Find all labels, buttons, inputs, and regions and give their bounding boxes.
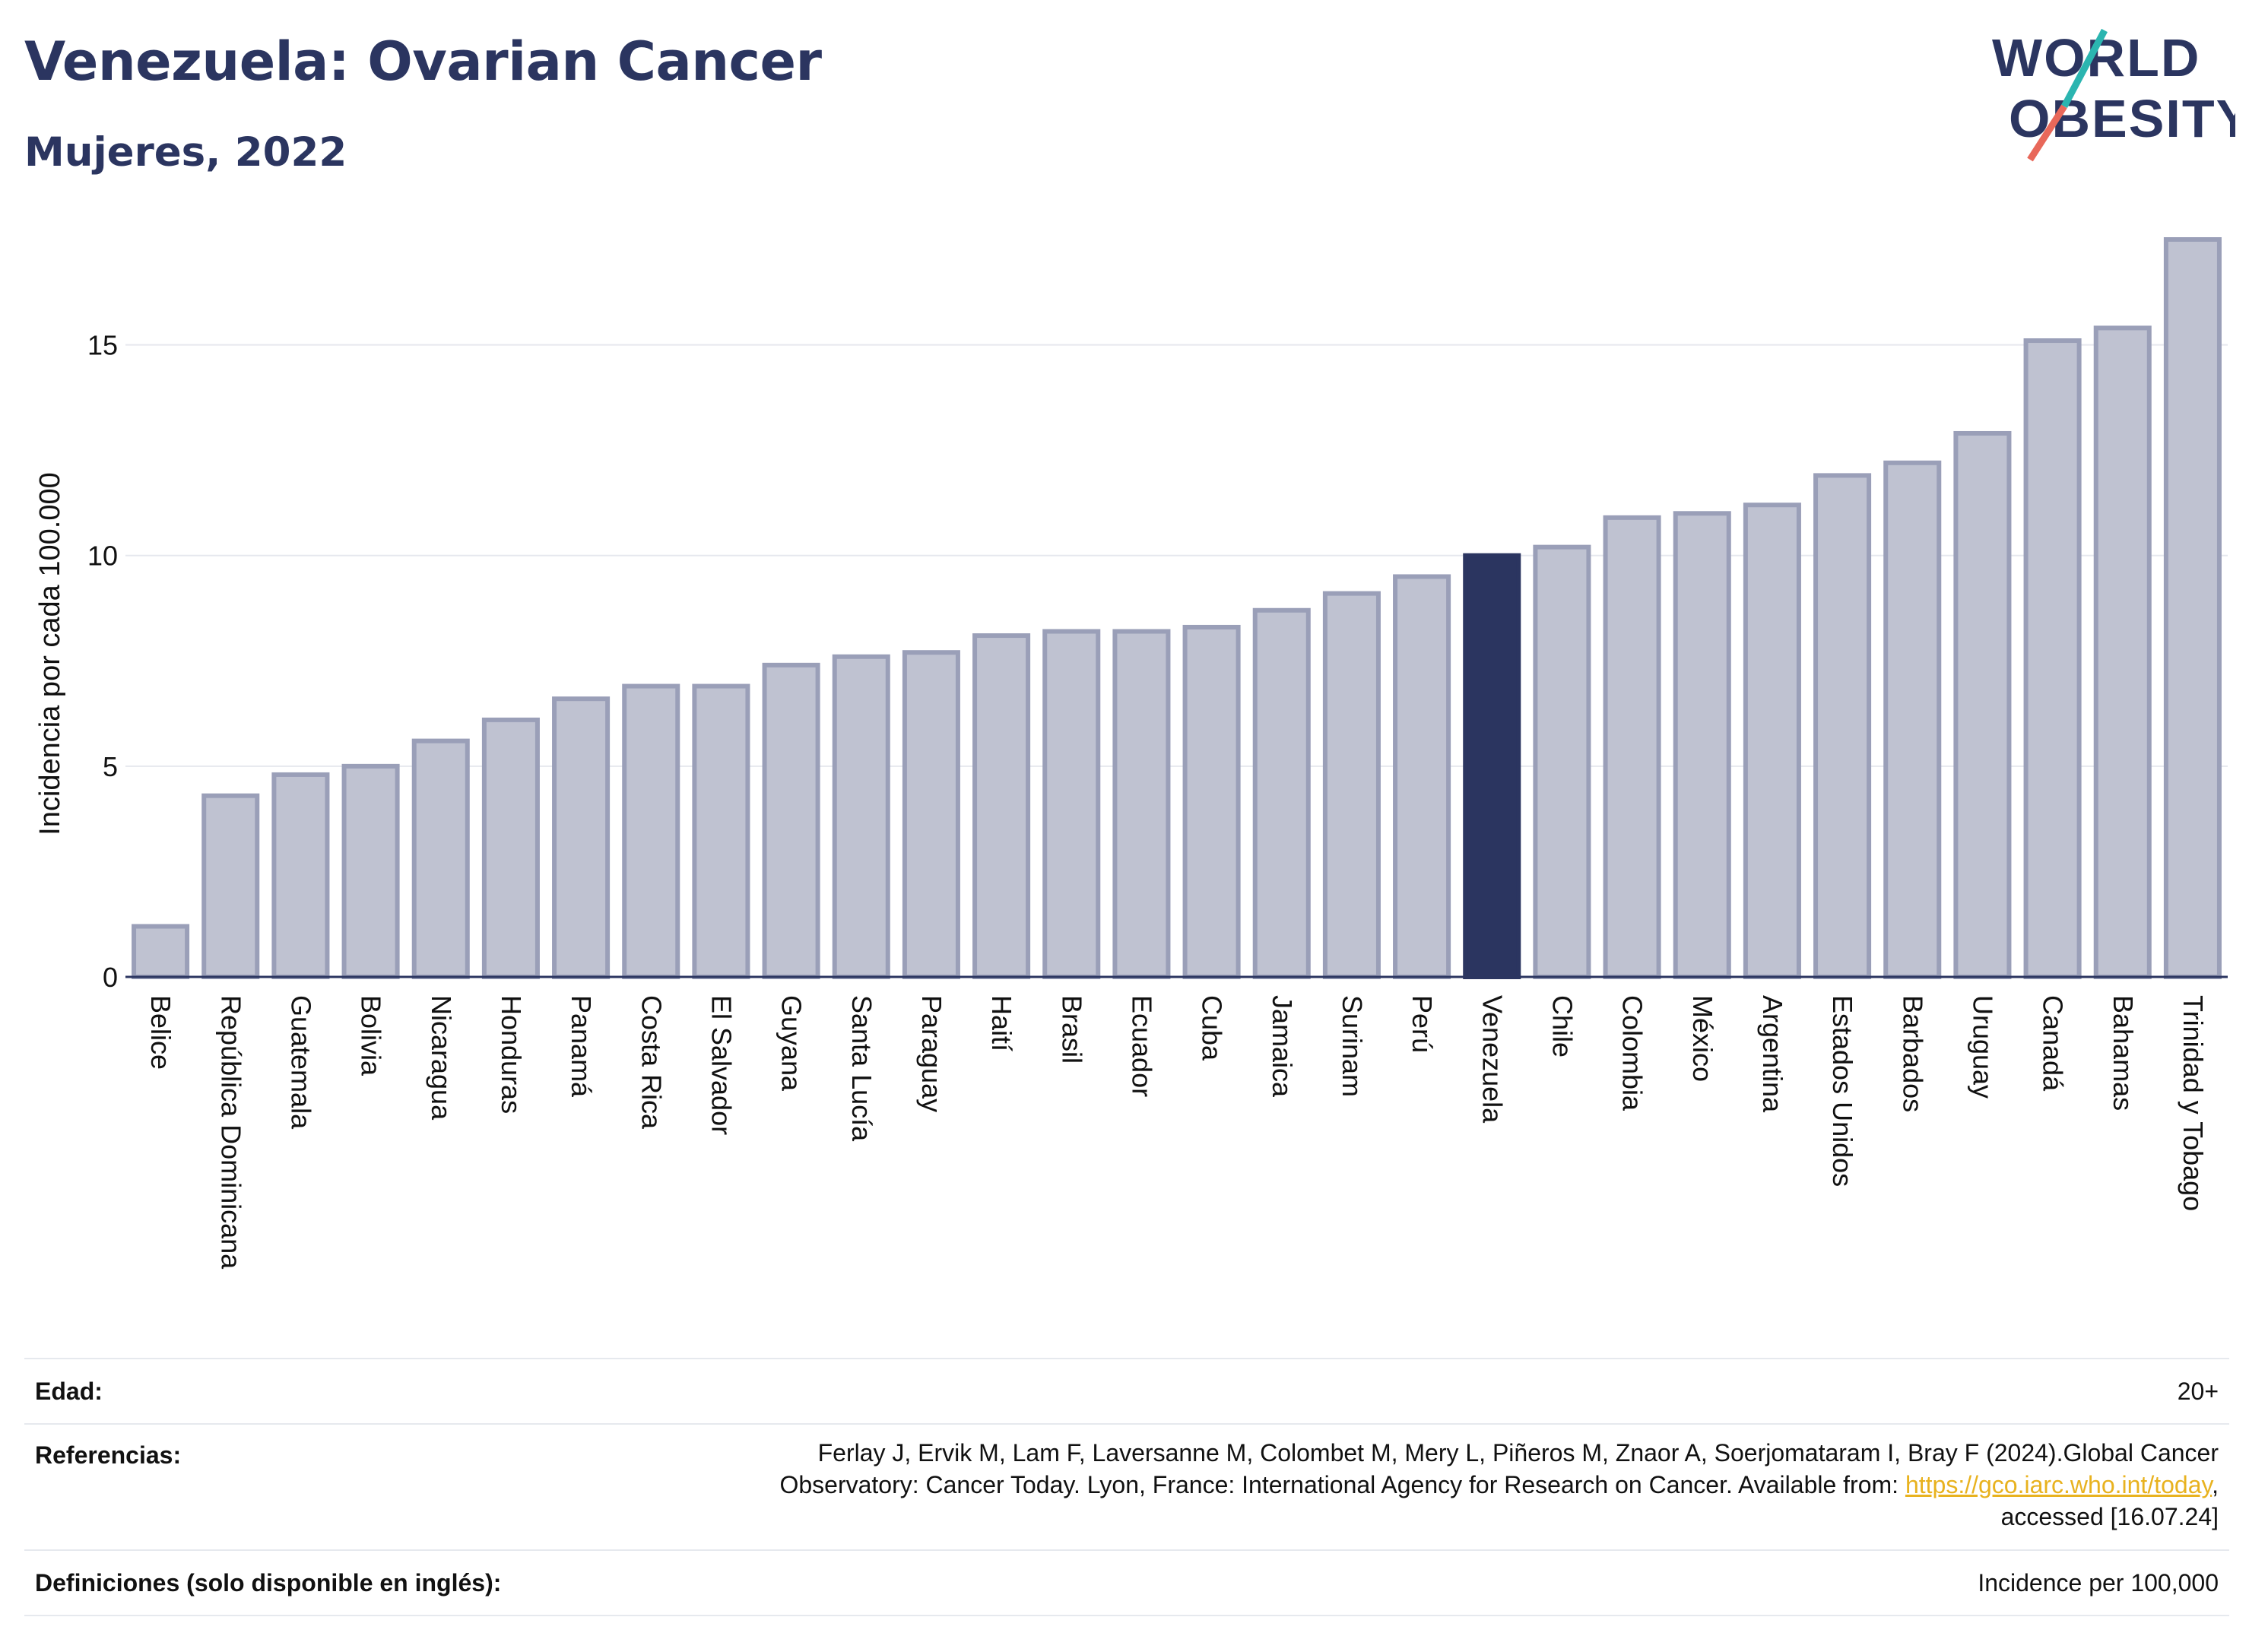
footer-row-age: Edad: 20+	[24, 1358, 2229, 1423]
x-tick-label: Uruguay	[1967, 995, 1998, 1099]
references-line-2: Observatory: Cancer Today. Lyon, France:…	[779, 1471, 1905, 1498]
age-value: 20+	[2177, 1378, 2219, 1405]
bar-bahamas	[2093, 325, 2152, 979]
x-tick-label: Estados Unidos	[1827, 995, 1858, 1187]
x-tick-label: Nicaragua	[426, 995, 457, 1121]
definitions-label: Definiciones (solo disponible en inglés)…	[35, 1568, 502, 1597]
bar-guyana	[762, 662, 820, 979]
x-tick-label: Trinidad y Tobago	[2178, 995, 2209, 1211]
grid-lines	[125, 344, 2228, 767]
bar-belice	[132, 924, 190, 979]
bar-republica-dominicana	[201, 793, 260, 979]
bar-el-salvador	[692, 683, 750, 979]
bar-mexico	[1673, 511, 1731, 979]
x-tick-label: Honduras	[496, 995, 527, 1114]
age-label: Edad:	[35, 1377, 103, 1405]
x-axis-labels: Belice República Dominicana Guatemala Boliv…	[145, 995, 2209, 1270]
bar-santa-lucia	[832, 654, 890, 979]
bar-cuba	[1182, 624, 1241, 979]
bar-honduras	[481, 717, 540, 980]
x-tick-label: Barbados	[1897, 995, 1928, 1112]
x-tick-label: Haití	[986, 995, 1017, 1051]
x-tick-label: Ecuador	[1126, 995, 1157, 1097]
bar-paraguay	[902, 650, 960, 979]
y-tick-label: 10	[87, 541, 118, 572]
bar-nicaragua	[411, 738, 470, 979]
x-tick-label: Colombia	[1617, 995, 1648, 1111]
references-line-1: Ferlay J, Ervik M, Lam F, Laversanne M, …	[817, 1439, 2219, 1467]
x-tick-label: Guyana	[776, 995, 807, 1092]
footer-table: Edad: 20+ Referencias: Ferlay J, Ervik M…	[24, 1358, 2229, 1616]
bar-ecuador	[1112, 629, 1171, 979]
bar-chile	[1533, 544, 1591, 979]
references-link[interactable]: https://gco.iarc.who.int/today	[1905, 1471, 2213, 1498]
x-tick-label: Bahamas	[2108, 995, 2139, 1111]
bar-barbados	[1883, 460, 1942, 979]
bar-colombia	[1603, 515, 1661, 979]
x-tick-label: Bolivia	[356, 995, 387, 1076]
x-tick-label: Canadá	[2038, 995, 2069, 1092]
bar-peru	[1393, 574, 1451, 979]
bar-uruguay	[1953, 430, 2012, 979]
bar-costa-rica	[622, 683, 680, 979]
logo-line-1: WORLD	[1992, 28, 2200, 87]
footer-row-definitions: Definiciones (solo disponible en inglés)…	[24, 1549, 2229, 1616]
y-tick-label: 15	[87, 330, 118, 361]
x-tick-label: Perú	[1407, 995, 1438, 1053]
x-tick-label: Jamaica	[1267, 995, 1298, 1098]
x-tick-label: El Salvador	[706, 995, 737, 1135]
references-text: Ferlay J, Ervik M, Lam F, Laversanne M, …	[779, 1437, 2219, 1549]
x-tick-label: Chile	[1546, 995, 1578, 1057]
world-obesity-logo: WORLD OBESITY	[1992, 28, 2235, 162]
bar-chart: 0 5 10 15 Belice República Dominicana Guatema…	[34, 237, 2228, 1270]
footer-row-references: Referencias: Ferlay J, Ervik M, Lam F, L…	[24, 1423, 2229, 1549]
references-line-3: accessed [16.07.24]	[2000, 1503, 2219, 1530]
bar-canada	[2023, 338, 2082, 979]
bar-brasil	[1042, 629, 1101, 979]
x-tick-label: República Dominicana	[215, 995, 246, 1270]
bar-argentina	[1743, 503, 1801, 979]
bar-bolivia	[341, 763, 400, 979]
bar-surinam	[1322, 591, 1381, 979]
x-tick-label: Venezuela	[1477, 995, 1508, 1124]
bar-haiti	[972, 633, 1031, 979]
y-tick-label: 5	[103, 751, 118, 782]
chart-title: Venezuela: Ovarian Cancer	[24, 30, 822, 93]
references-comma: ,	[2212, 1471, 2219, 1498]
logo-slash-teal-icon	[2061, 28, 2108, 109]
x-tick-label: Paraguay	[916, 995, 947, 1112]
bars	[132, 237, 2222, 980]
bar-panama	[552, 696, 611, 980]
x-tick-label: Panamá	[566, 995, 597, 1098]
y-axis-label: Incidencia por cada 100.000	[34, 472, 66, 835]
definitions-value: Incidence per 100,000	[1978, 1569, 2219, 1597]
y-tick-label: 0	[103, 962, 118, 993]
bar-trinidad-y-tobago	[2163, 237, 2222, 979]
chart-subtitle: Mujeres, 2022	[24, 129, 347, 176]
x-tick-label: Costa Rica	[636, 995, 667, 1130]
bar-venezuela	[1463, 553, 1521, 979]
x-tick-label: Brasil	[1056, 995, 1087, 1064]
x-tick-label: Santa Lucía	[846, 995, 877, 1142]
y-axis-ticks: 0 5 10 15	[87, 330, 118, 993]
x-tick-label: Argentina	[1757, 995, 1788, 1113]
x-tick-label: Belice	[145, 995, 176, 1070]
x-tick-label: México	[1687, 995, 1718, 1082]
bar-guatemala	[271, 772, 330, 979]
references-label: Referencias:	[35, 1441, 182, 1469]
x-tick-label: Guatemala	[285, 995, 316, 1130]
x-tick-label: Surinam	[1337, 995, 1368, 1097]
x-tick-label: Cuba	[1197, 995, 1228, 1061]
bar-estados-unidos	[1813, 473, 1872, 979]
bar-jamaica	[1252, 607, 1311, 979]
logo-slash-coral-icon	[2027, 104, 2067, 162]
